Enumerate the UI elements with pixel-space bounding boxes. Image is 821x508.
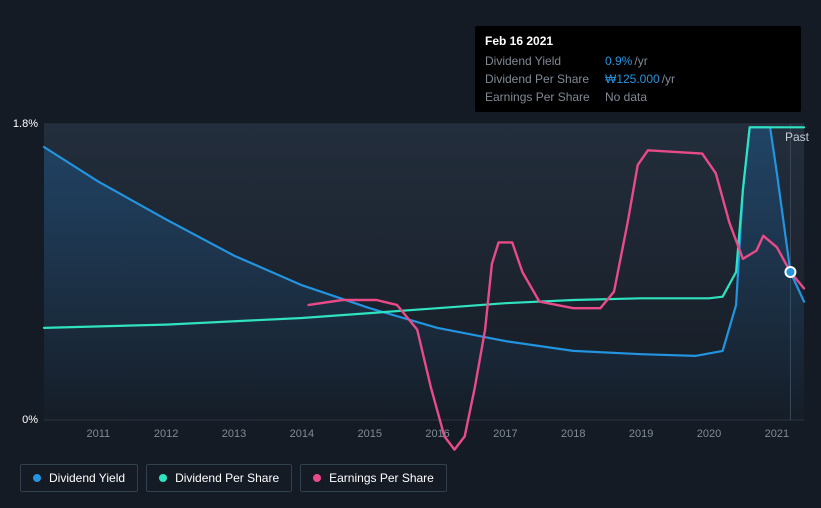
legend-item-earnings_per_share[interactable]: Earnings Per Share <box>300 464 447 492</box>
tooltip-row: Dividend Yield0.9%/yr <box>485 52 791 70</box>
x-axis-label: 2019 <box>629 428 653 440</box>
past-label: Past <box>785 130 809 144</box>
tooltip-row: Dividend Per Share₩125.000/yr <box>485 70 791 88</box>
tooltip-label: Earnings Per Share <box>485 88 605 106</box>
y-axis-label: 1.8% <box>13 118 38 130</box>
legend-label: Earnings Per Share <box>329 471 434 485</box>
legend: Dividend Yield Dividend Per Share Earnings… <box>20 464 447 492</box>
tooltip-value: 0.9%/yr <box>605 52 648 70</box>
x-axis-label: 2020 <box>697 428 721 440</box>
legend-label: Dividend Yield <box>49 471 125 485</box>
legend-dot <box>159 474 167 482</box>
tooltip-row: Earnings Per ShareNo data <box>485 88 791 106</box>
tooltip-value: ₩125.000/yr <box>605 70 675 88</box>
x-axis-label: 2017 <box>493 428 517 440</box>
x-axis-label: 2011 <box>86 428 110 440</box>
y-axis-label: 0% <box>22 414 38 426</box>
x-axis-label: 2015 <box>357 428 381 440</box>
legend-dot <box>313 474 321 482</box>
legend-item-dividend_per_share[interactable]: Dividend Per Share <box>146 464 292 492</box>
x-axis-label: 2013 <box>222 428 246 440</box>
tooltip-value: No data <box>605 88 647 106</box>
chart-svg <box>44 124 804 420</box>
chart-tooltip: Feb 16 2021 Dividend Yield0.9%/yrDividen… <box>475 26 801 112</box>
x-axis-label: 2012 <box>154 428 178 440</box>
tooltip-label: Dividend Per Share <box>485 70 605 88</box>
tooltip-label: Dividend Yield <box>485 52 605 70</box>
legend-label: Dividend Per Share <box>175 471 279 485</box>
x-axis: 2011 2012 2013 2014 2015 2016 2017 2018 2019 2020… <box>44 420 804 450</box>
chart-plot-area: 0%1.8% <box>44 124 804 420</box>
legend-item-dividend_yield[interactable]: Dividend Yield <box>20 464 138 492</box>
x-axis-label: 2018 <box>561 428 585 440</box>
x-axis-label: 2014 <box>290 428 314 440</box>
legend-dot <box>33 474 41 482</box>
tooltip-date: Feb 16 2021 <box>485 32 791 50</box>
x-axis-label: 2016 <box>425 428 449 440</box>
x-axis-label: 2021 <box>765 428 789 440</box>
hover-marker <box>785 267 795 277</box>
